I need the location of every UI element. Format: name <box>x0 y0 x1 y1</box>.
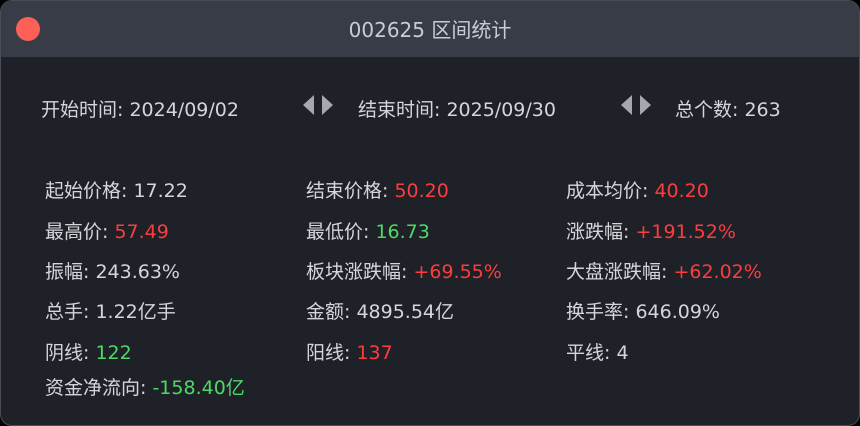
stat-value: +69.55% <box>413 261 502 283</box>
stat-label: 换手率: <box>566 301 636 323</box>
stat-value: 16.73 <box>375 221 430 243</box>
end-time-value: 2025/09/30 <box>446 99 556 121</box>
end-time-label: 结束时间: <box>358 99 447 121</box>
stat-item: 总手: 1.22亿手 <box>45 297 176 324</box>
stat-label: 最高价: <box>45 221 115 243</box>
title-bar[interactable]: 002625 区间统计 <box>1 1 859 57</box>
total-count-value: 263 <box>744 99 781 121</box>
stat-item: 阴线: 122 <box>45 338 132 365</box>
stat-item: 平线: 4 <box>566 338 629 365</box>
stat-value: +191.52% <box>635 221 736 243</box>
start-time-value: 2024/09/02 <box>129 99 239 121</box>
stat-value: 1.22亿手 <box>95 301 176 323</box>
start-time-stepper <box>303 95 333 115</box>
stat-value: 646.09% <box>635 301 720 323</box>
stat-item: 结束价格: 50.20 <box>306 176 449 203</box>
stat-label: 金额: <box>306 301 357 323</box>
stat-label: 阳线: <box>306 342 357 364</box>
end-prev-arrow-icon[interactable] <box>621 95 632 115</box>
stat-label: 板块涨跌幅: <box>306 261 414 283</box>
stat-label: 最低价: <box>306 221 376 243</box>
stat-label: 阴线: <box>45 342 96 364</box>
stat-value: 17.22 <box>133 180 188 202</box>
stat-label: 总手: <box>45 301 96 323</box>
stat-value: 57.49 <box>114 221 169 243</box>
stat-label: 涨跌幅: <box>566 221 636 243</box>
stat-value: +62.02% <box>673 261 762 283</box>
stat-item: 成本均价: 40.20 <box>566 176 709 203</box>
window-title: 002625 区间统计 <box>348 18 512 42</box>
stat-value: 50.20 <box>394 180 449 202</box>
start-time: 开始时间: 2024/09/02 <box>41 95 239 122</box>
stat-value: 137 <box>356 342 393 364</box>
start-next-arrow-icon[interactable] <box>322 95 333 115</box>
stat-value: 122 <box>95 342 132 364</box>
end-time: 结束时间: 2025/09/30 <box>358 95 556 122</box>
end-time-stepper <box>621 95 651 115</box>
stat-label: 大盘涨跌幅: <box>566 261 674 283</box>
stat-item: 板块涨跌幅: +69.55% <box>306 257 502 284</box>
stat-value: 4 <box>616 342 629 364</box>
stat-label: 起始价格: <box>45 180 134 202</box>
total-count: 总个数: 263 <box>675 95 781 122</box>
stat-label: 平线: <box>566 342 617 364</box>
stat-label: 成本均价: <box>566 180 655 202</box>
stat-item: 阳线: 137 <box>306 338 393 365</box>
stat-label: 振幅: <box>45 261 96 283</box>
stat-item: 涨跌幅: +191.52% <box>566 217 736 244</box>
end-next-arrow-icon[interactable] <box>640 95 651 115</box>
stat-item: 最低价: 16.73 <box>306 217 430 244</box>
stat-value: 40.20 <box>654 180 709 202</box>
stat-value: 4895.54亿 <box>356 301 455 323</box>
stat-item: 起始价格: 17.22 <box>45 176 188 203</box>
stat-item: 最高价: 57.49 <box>45 217 169 244</box>
start-time-label: 开始时间: <box>41 99 130 121</box>
stat-item: 大盘涨跌幅: +62.02% <box>566 257 762 284</box>
start-prev-arrow-icon[interactable] <box>303 95 314 115</box>
close-button[interactable] <box>16 17 40 41</box>
stat-item: 金额: 4895.54亿 <box>306 297 454 324</box>
stat-value: 243.63% <box>95 261 180 283</box>
stat-item: 振幅: 243.63% <box>45 257 180 284</box>
stat-item: 换手率: 646.09% <box>566 297 720 324</box>
stat-item: 资金净流向: -158.40亿 <box>45 373 245 400</box>
stat-label: 结束价格: <box>306 180 395 202</box>
stat-label: 资金净流向: <box>45 377 153 399</box>
stat-value: -158.40亿 <box>152 377 245 399</box>
total-count-label: 总个数: <box>675 99 745 121</box>
